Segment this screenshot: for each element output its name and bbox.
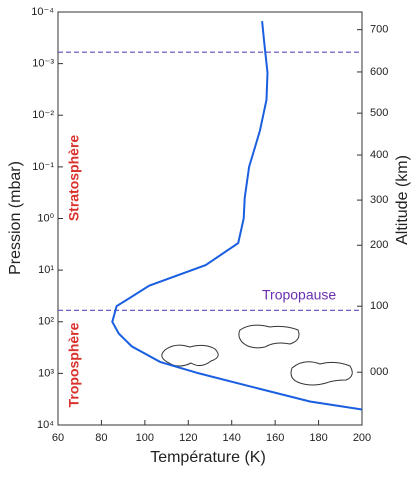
x-tick-label: 160 <box>266 432 284 444</box>
x-tick-label: 80 <box>95 432 107 444</box>
y-tick-label: 10⁴ <box>37 419 54 431</box>
y-tick-label: 10³ <box>38 367 54 379</box>
y2-tick-label: 600 <box>370 66 388 78</box>
y-tick-label: 10¹ <box>38 264 54 276</box>
x-tick-label: 200 <box>353 432 371 444</box>
y-tick-label: 10² <box>38 316 54 328</box>
y-axis-label: Pression (mbar) <box>7 161 24 275</box>
x-tick-label: 120 <box>179 432 197 444</box>
annotation: Stratosphère <box>66 135 82 222</box>
annotation: Troposphère <box>66 322 82 407</box>
y2-tick-label: 200 <box>370 239 388 251</box>
clouds <box>161 324 353 386</box>
y2-tick-label: 000 <box>370 366 388 378</box>
y-tick-label: 10⁻⁴ <box>31 6 54 18</box>
x-tick-label: 100 <box>136 432 154 444</box>
x-tick-label: 140 <box>223 432 241 444</box>
y2-tick-label: 100 <box>370 300 388 312</box>
x-tick-label: 180 <box>309 432 327 444</box>
temperature-curve <box>111 21 363 411</box>
annotation: Tropopause <box>262 287 336 303</box>
y-tick-label: 10⁰ <box>37 212 54 224</box>
y2-tick-label: 500 <box>370 107 388 119</box>
y2-tick-label: 300 <box>370 194 388 206</box>
x-tick-label: 60 <box>52 432 64 444</box>
y2-axis-label: Altitude (km) <box>394 155 411 245</box>
y2-tick-label: 700 <box>370 24 388 36</box>
x-axis-label: Température (K) <box>150 449 266 466</box>
y-tick-label: 10⁻¹ <box>32 161 54 173</box>
y2-tick-label: 400 <box>370 149 388 161</box>
y-tick-label: 10⁻³ <box>32 58 54 70</box>
y-tick-label: 10⁻² <box>32 109 54 121</box>
